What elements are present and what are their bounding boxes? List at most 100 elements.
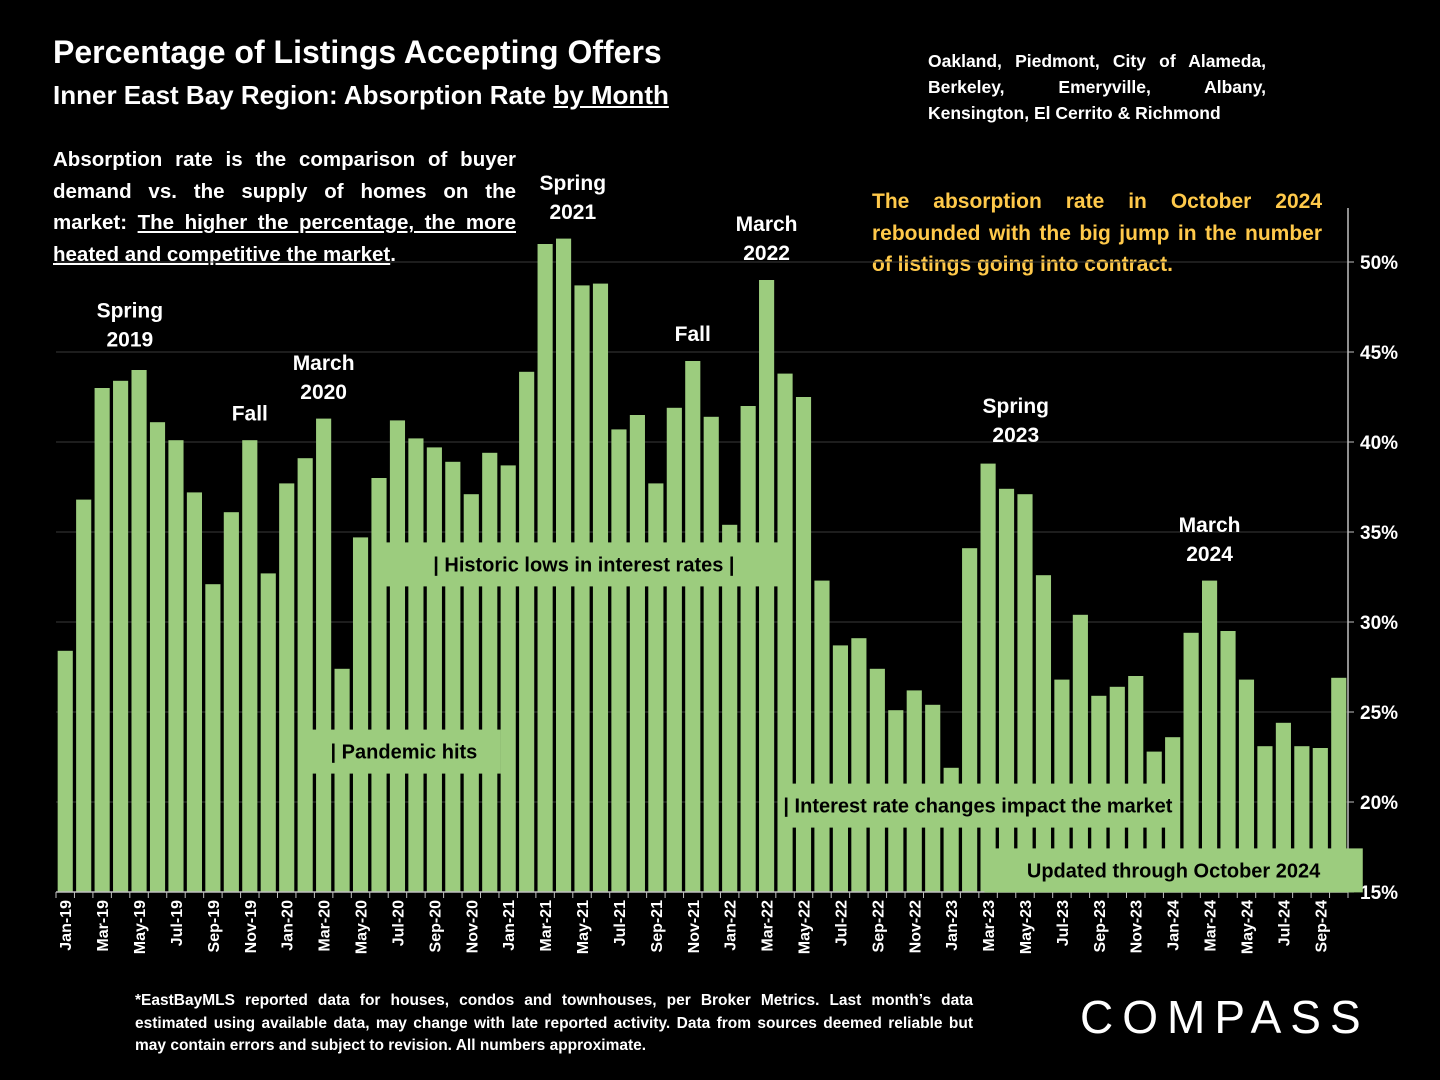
x-tick-label: Jul-22 <box>833 900 850 946</box>
annotation-label: 2022 <box>743 242 790 265</box>
x-tick-label: Mar-21 <box>538 900 555 952</box>
bar <box>482 452 498 892</box>
bar <box>94 388 110 892</box>
bar <box>1331 677 1347 892</box>
bar <box>334 668 350 892</box>
callout-text: Updated through October 2024 <box>1027 860 1321 882</box>
x-tick-label: May-21 <box>575 900 592 954</box>
x-tick-label: May-23 <box>1018 900 1035 954</box>
callout-box <box>307 729 501 774</box>
bar <box>980 463 996 892</box>
bar <box>666 407 682 892</box>
bar <box>371 478 387 892</box>
bar <box>685 361 701 892</box>
bar <box>445 461 461 892</box>
annotation-label: Spring <box>540 172 607 195</box>
annotation-label: March <box>293 352 355 375</box>
bar <box>113 380 129 892</box>
x-tick-label: May-20 <box>354 900 371 954</box>
callout-box <box>786 783 1169 828</box>
x-tick-label: Jan-21 <box>501 900 518 951</box>
bar <box>279 483 295 892</box>
bar <box>629 415 645 892</box>
x-tick-label: Mar-23 <box>981 900 998 952</box>
bar <box>260 573 276 892</box>
x-tick-label: Jan-19 <box>58 900 75 951</box>
bar <box>777 373 793 893</box>
bar <box>1202 580 1218 892</box>
x-tick-label: Mar-22 <box>760 900 777 952</box>
y-tick-label: 15% <box>1360 883 1398 904</box>
description-main: Absorption rate is the comparison of buy… <box>53 148 516 234</box>
subtitle-underlined: by Month <box>553 80 669 110</box>
bar <box>851 638 867 892</box>
annotation-label: Spring <box>97 300 164 323</box>
x-tick-label: Mar-20 <box>317 900 334 952</box>
bar <box>1238 679 1255 892</box>
x-tick-label: Jul-21 <box>612 900 629 946</box>
bar <box>242 440 258 892</box>
x-tick-label: Nov-20 <box>464 900 481 953</box>
x-tick-label: Sep-21 <box>649 900 666 953</box>
callout-text: | Interest rate changes impact the marke… <box>783 796 1172 818</box>
bar <box>519 371 535 892</box>
region-list: Oakland, Piedmont, City of Alameda, Berk… <box>928 51 1266 123</box>
annotation-label: 2021 <box>549 201 596 224</box>
bar <box>168 440 184 892</box>
x-tick-label: Nov-19 <box>243 900 260 953</box>
x-tick-label: Jan-22 <box>723 900 740 951</box>
bar <box>186 492 202 892</box>
bar <box>962 548 978 892</box>
annotation-label: 2024 <box>1186 543 1233 566</box>
annotation-label: Spring <box>983 395 1050 418</box>
bar <box>703 416 719 892</box>
x-tick-label: Jan-23 <box>944 900 961 951</box>
annotation-label: 2020 <box>300 381 347 404</box>
bar <box>408 438 424 892</box>
bar <box>592 283 609 893</box>
x-tick-label: Sep-22 <box>870 900 887 953</box>
bar <box>149 422 166 892</box>
x-tick-label: Jul-19 <box>169 900 186 946</box>
x-tick-label: Nov-22 <box>907 900 924 953</box>
bar <box>611 429 627 892</box>
x-tick-label: Jan-24 <box>1166 900 1183 951</box>
callout-text: | Pandemic hits <box>331 742 478 764</box>
annotation-label: March <box>1179 514 1241 537</box>
x-tick-label: Nov-21 <box>686 900 703 953</box>
bar <box>500 465 516 892</box>
bar <box>389 420 406 892</box>
x-tick-label: May-24 <box>1239 900 1256 954</box>
bar <box>1035 575 1052 892</box>
x-tick-label: Mar-24 <box>1203 900 1220 952</box>
compass-logo: COMPASS <box>1080 991 1370 1043</box>
x-tick-label: Jul-23 <box>1055 900 1072 946</box>
annotation-label: Fall <box>675 323 711 346</box>
description: Absorption rate is the comparison of buy… <box>53 144 516 270</box>
bar <box>740 406 756 892</box>
bar <box>998 488 1015 892</box>
annotation-label: 2023 <box>992 424 1039 447</box>
y-tick-label: 20% <box>1360 793 1398 814</box>
x-tick-label: May-19 <box>132 900 149 954</box>
bar <box>426 447 442 892</box>
callout-box <box>377 542 791 587</box>
annotation-label: 2019 <box>106 329 153 352</box>
bar <box>223 512 239 892</box>
bar <box>869 668 885 892</box>
x-tick-label: Jul-20 <box>390 900 407 946</box>
bar <box>297 458 313 892</box>
x-tick-label: Mar-19 <box>95 900 112 952</box>
x-tick-label: Sep-23 <box>1092 900 1109 953</box>
x-tick-label: Sep-19 <box>206 900 223 953</box>
bar <box>76 499 92 892</box>
subtitle-main: Inner East Bay Region: Absorption Rate <box>53 80 554 110</box>
bar <box>832 645 848 892</box>
x-tick-label: May-22 <box>797 900 814 954</box>
x-tick-label: Nov-23 <box>1129 900 1146 953</box>
bar <box>574 285 590 892</box>
bar <box>795 397 812 892</box>
bar <box>1220 631 1236 892</box>
description-end: . <box>390 242 396 266</box>
